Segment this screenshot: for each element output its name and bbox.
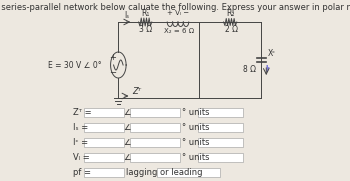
Text: Iᶜ: Iᶜ: [266, 66, 271, 75]
Text: −: −: [109, 68, 116, 77]
Bar: [84, 168, 124, 177]
Text: +: +: [109, 52, 116, 62]
Text: pf =: pf =: [73, 168, 91, 177]
Text: ∠: ∠: [124, 153, 131, 162]
Text: ∠: ∠: [124, 123, 131, 132]
Bar: [84, 123, 124, 132]
Bar: [84, 138, 124, 147]
Bar: [198, 153, 243, 162]
Text: Vₗ =: Vₗ =: [73, 153, 90, 162]
Text: ° units: ° units: [182, 123, 209, 132]
Text: E = 30 V ∠ 0°: E = 30 V ∠ 0°: [48, 60, 102, 70]
Bar: [84, 153, 124, 162]
Bar: [198, 138, 243, 147]
Bar: [130, 123, 180, 132]
Text: 3 Ω: 3 Ω: [139, 26, 152, 35]
Text: ° units: ° units: [182, 153, 209, 162]
Text: R₂: R₂: [226, 9, 234, 18]
Text: ∠: ∠: [124, 138, 131, 147]
Text: Zᵀ =: Zᵀ =: [73, 108, 92, 117]
Text: ° units: ° units: [182, 108, 209, 117]
Bar: [84, 108, 124, 117]
Bar: [130, 153, 180, 162]
Text: 8 Ω: 8 Ω: [243, 66, 256, 75]
Bar: [198, 108, 243, 117]
Bar: [130, 138, 180, 147]
Text: Iₛ =: Iₛ =: [73, 123, 88, 132]
Text: 2 Ω: 2 Ω: [225, 26, 238, 35]
Text: Iᶜ =: Iᶜ =: [73, 138, 88, 147]
Text: ∠: ∠: [124, 108, 131, 117]
Text: R₁: R₁: [141, 9, 149, 18]
Text: Iₛ: Iₛ: [125, 10, 130, 20]
Text: For the series-parallel network below caluate the following. Express your answer: For the series-parallel network below ca…: [0, 3, 350, 12]
Bar: [198, 123, 243, 132]
Bar: [130, 108, 180, 117]
Text: Zᵀ: Zᵀ: [133, 87, 142, 96]
Bar: [157, 168, 220, 177]
Text: ° units: ° units: [182, 138, 209, 147]
Text: lagging or leading: lagging or leading: [126, 168, 203, 177]
Text: X₂ = 6 Ω: X₂ = 6 Ω: [164, 28, 194, 34]
Text: Xᶜ: Xᶜ: [267, 49, 275, 58]
Text: + Vₗ −: + Vₗ −: [167, 10, 189, 16]
